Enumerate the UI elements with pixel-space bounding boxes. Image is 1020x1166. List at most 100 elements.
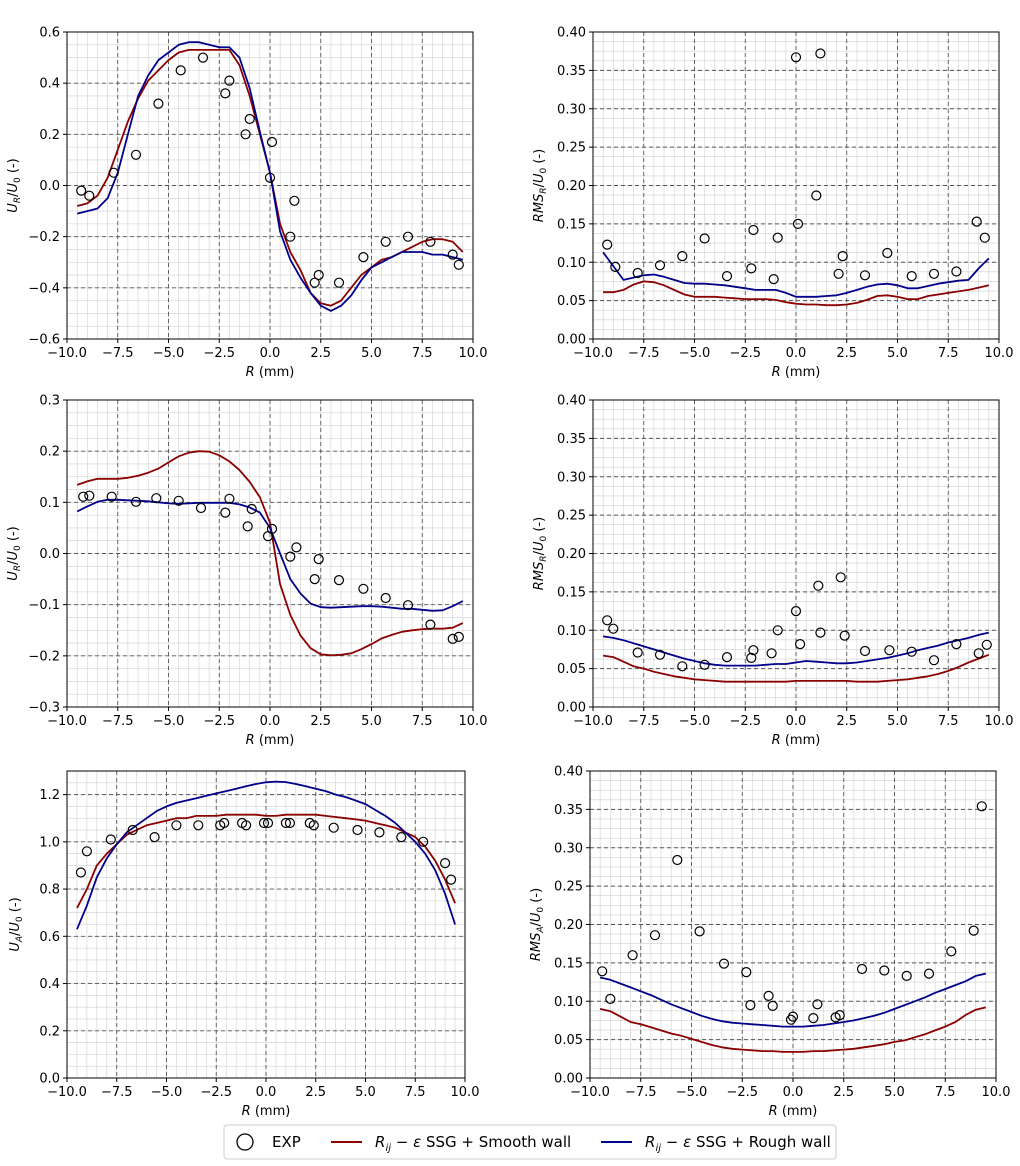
- y-tick-label: −0.6: [28, 333, 60, 348]
- series-smooth-line: [599, 1006, 986, 1053]
- exp-point: [289, 195, 300, 206]
- exp-point: [313, 269, 324, 281]
- exp-point: [951, 638, 962, 650]
- exp-point: [76, 185, 87, 196]
- x-tick-label: 5.0: [361, 346, 382, 361]
- exp-point: [627, 950, 638, 961]
- exp-point: [402, 600, 414, 611]
- exp-point: [839, 630, 850, 641]
- exp-point: [790, 605, 802, 617]
- series-smooth-line: [602, 653, 990, 683]
- exp-point: [772, 232, 783, 243]
- exp-point: [608, 623, 619, 634]
- exp-point: [84, 190, 95, 201]
- exp-point: [971, 216, 982, 227]
- exp-point: [224, 75, 235, 86]
- x-axis-label: R (mm): [246, 365, 295, 380]
- exp-point: [195, 502, 207, 514]
- x-tick-label: 0.0: [783, 1085, 804, 1100]
- x-tick-label: −5.0: [153, 346, 185, 361]
- exp-point: [794, 638, 806, 650]
- exp-point: [808, 1012, 819, 1024]
- exp-point: [396, 831, 407, 843]
- series-rough-line: [76, 498, 464, 612]
- exp-point: [418, 836, 429, 847]
- exp-point: [811, 190, 822, 201]
- x-tick-label: −10.0: [573, 714, 613, 729]
- exp-point: [313, 553, 324, 565]
- y-tick-label: 0.0: [39, 179, 60, 194]
- exp-point: [130, 149, 142, 160]
- y-tick-label: 0.2: [39, 445, 60, 460]
- exp-point: [380, 236, 391, 247]
- exp-point: [106, 491, 117, 502]
- exp-point: [453, 631, 464, 643]
- y-tick-label: 0.40: [554, 765, 583, 780]
- exp-point: [333, 277, 345, 288]
- x-axis-label: R (mm): [772, 365, 821, 380]
- series-rough-line: [76, 41, 464, 312]
- subplot-p3: −10.0 −7.5 −5.0 −2.5 0.0 2.5 5.0 7.5 10.0 −0.3 −0.…: [6, 394, 487, 749]
- exp-point: [108, 167, 119, 178]
- y-tick-label: 0.20: [557, 547, 586, 562]
- y-tick-label: 0.05: [554, 1033, 583, 1048]
- x-axis-label: R (mm): [246, 733, 295, 748]
- exp-point: [968, 925, 979, 936]
- x-tick-label: 10.0: [982, 1085, 1011, 1100]
- y-axis-label: RMSR/U0 (-): [532, 149, 549, 222]
- x-tick-label: 7.5: [935, 1085, 956, 1100]
- exp-point: [127, 824, 138, 836]
- exp-point: [745, 999, 756, 1011]
- exp-point: [699, 659, 710, 670]
- exp-point: [699, 233, 710, 244]
- exp-point: [763, 990, 774, 1002]
- y-tick-label: 0.35: [557, 432, 586, 447]
- exp-point: [721, 271, 733, 282]
- x-tick-label: −10.0: [47, 346, 87, 361]
- x-tick-label: 2.5: [833, 1085, 854, 1100]
- y-tick-label: 0.30: [554, 841, 583, 856]
- exp-point: [280, 817, 291, 829]
- y-tick-label: 0.15: [554, 956, 583, 971]
- exp-point: [602, 615, 613, 626]
- exp-point: [246, 503, 257, 515]
- x-tick-label: −7.5: [628, 346, 660, 361]
- exp-point: [197, 52, 209, 63]
- exp-point: [879, 965, 890, 976]
- exp-point: [677, 661, 688, 672]
- exp-point: [677, 251, 688, 262]
- x-tick-label: 10.0: [985, 346, 1014, 361]
- exp-point: [973, 648, 984, 659]
- legend-smooth-label: Rij − ε SSG + Smooth wall: [375, 1133, 571, 1154]
- x-tick-label: 7.5: [412, 346, 433, 361]
- subplot-p4: −10.0 −7.5 −5.0 −2.5 0.0 2.5 5.0 7.5 10.0 0.00 0.0…: [532, 394, 1013, 749]
- exp-point: [768, 274, 779, 285]
- exp-point: [328, 822, 339, 833]
- x-tick-label: 0.0: [260, 714, 281, 729]
- subplot-p2: −10.0 −7.5 −5.0 −2.5 0.0 2.5 5.0 7.5 10.0 0.00 0.0…: [532, 26, 1013, 381]
- x-tick-label: 2.5: [836, 346, 857, 361]
- y-tick-label: 0.10: [557, 256, 586, 271]
- legend: EXP Rij − ε SSG + Smooth wall Rij − ε SS…: [223, 1124, 837, 1160]
- exp-point: [605, 993, 616, 1005]
- y-tick-label: −0.1: [28, 598, 60, 613]
- x-tick-label: 5.0: [884, 1085, 905, 1100]
- exp-point: [380, 592, 391, 604]
- y-tick-label: −0.4: [28, 281, 60, 296]
- exp-point: [721, 651, 733, 663]
- exp-point: [425, 619, 436, 630]
- exp-point: [241, 820, 252, 831]
- exp-point: [835, 572, 846, 583]
- x-tick-label: −7.5: [102, 714, 134, 729]
- exp-point: [151, 493, 162, 504]
- exp-point: [928, 655, 940, 666]
- exp-point: [446, 874, 457, 885]
- x-tick-label: −2.5: [203, 346, 235, 361]
- y-axis-label: RMSR/U0 (-): [532, 517, 549, 590]
- exp-point: [291, 542, 302, 553]
- y-tick-label: 0.30: [557, 470, 586, 485]
- x-axis-label: R (mm): [769, 1104, 818, 1119]
- exp-point: [244, 113, 255, 125]
- y-tick-label: 0.6: [39, 26, 60, 41]
- exp-point: [610, 261, 621, 272]
